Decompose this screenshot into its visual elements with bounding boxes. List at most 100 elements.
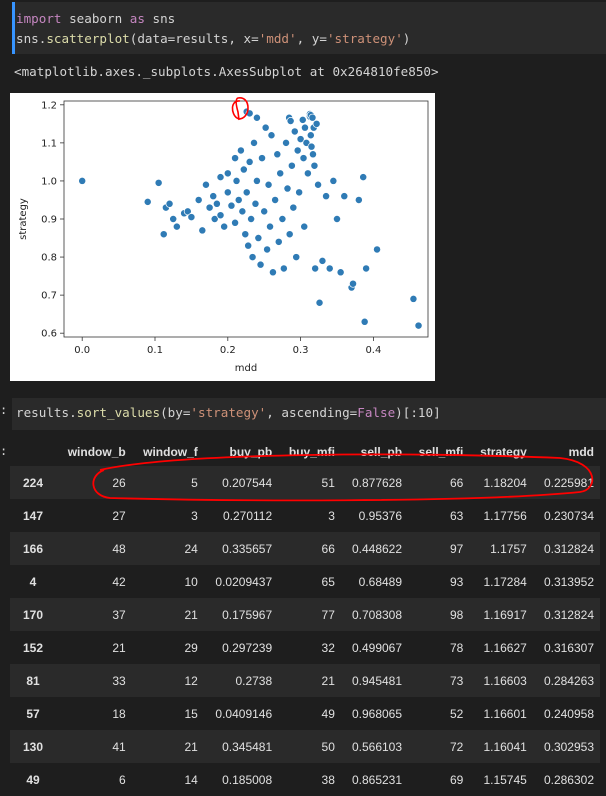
active-cell-indicator [12, 2, 15, 54]
scatter-point [198, 226, 207, 235]
scatter-point [271, 196, 280, 204]
table-cell: 66 [321, 541, 335, 556]
y-tick-label: 0.8 [41, 253, 57, 264]
scatter-point [333, 215, 341, 223]
code-line-scatterplot[interactable]: sns.scatterplot(data=results, x='mdd', y… [16, 29, 410, 49]
scatter-point [231, 154, 240, 163]
column-header: sell_pb [360, 445, 403, 459]
table-cell: 0.313952 [543, 574, 594, 589]
scatter-point [273, 150, 282, 159]
scatter-point [154, 178, 163, 187]
scatter-point [299, 154, 308, 163]
table-cell: 0.0409146 [215, 706, 273, 721]
code-line-import[interactable]: import seaborn as sns [16, 9, 175, 29]
code-line-sort-values[interactable]: results.sort_values(by='strategy', ascen… [16, 403, 441, 423]
table-cell: 32 [321, 640, 335, 655]
scatter-point [300, 222, 309, 231]
code-cell-1[interactable] [12, 2, 606, 54]
output-repr: <matplotlib.axes._subplots.AxesSubplot a… [14, 64, 439, 79]
code-token: = [349, 405, 358, 420]
code-token: = [251, 31, 259, 46]
scatter-point [325, 264, 334, 273]
table-cell: 0.207544 [222, 475, 273, 490]
scatter-point [169, 215, 178, 223]
scatter-point [306, 131, 315, 140]
scatter-point [159, 230, 168, 239]
table-cell: 0.284263 [543, 673, 594, 688]
scatter-point [292, 253, 301, 262]
scatter-point [276, 169, 285, 178]
table-cell: 0.2738 [235, 673, 273, 688]
index-header [10, 438, 56, 466]
scatter-point [274, 237, 283, 246]
table-row: 147 27 3 0.270112 3 0.95376 63 1.17756 0.230734 [10, 499, 600, 532]
x-tick-label: 0.1 [147, 345, 163, 356]
table-cell: 0.297239 [222, 640, 273, 655]
scatter-plot: 0.0 0.1 0.2 0.3 0.4 0.6 0.7 0.8 0.9 1.0 1.1 1.2 mdd s… [18, 100, 429, 374]
scatter-point [268, 268, 277, 277]
table-cell: 78 [450, 640, 464, 655]
table-cell: 24 [184, 541, 198, 556]
table-cell: 0.448622 [351, 541, 403, 556]
scatter-point [250, 138, 258, 147]
scatter-point [308, 113, 317, 122]
cell-gutter-marker: : [0, 403, 8, 417]
row-index: 170 [22, 607, 44, 622]
table-cell: 66 [450, 475, 464, 490]
table-cell: 26 [112, 475, 126, 490]
column-header: window_f [143, 445, 198, 459]
scatter-point [301, 123, 309, 132]
scatter-point [414, 321, 423, 330]
scatter-point [227, 201, 236, 210]
y-tick-label: 1.2 [41, 100, 57, 111]
scatter-point [210, 215, 219, 223]
scatter-point [309, 150, 317, 159]
row-index: 57 [26, 706, 40, 721]
table-cell: 5 [191, 475, 198, 490]
table-row: 130 41 21 0.345481 50 0.566103 72 1.16041 0.3029… [10, 730, 600, 763]
table-cell: 41 [112, 739, 126, 754]
table-cell: 21 [184, 739, 198, 754]
scatter-point [373, 245, 381, 254]
column-header: buy_mfi [288, 445, 335, 459]
scatter-point [236, 146, 245, 155]
scatter-point [187, 213, 196, 222]
scatter-point [254, 234, 263, 242]
scatter-point [289, 203, 298, 212]
table-cell: 27 [112, 508, 126, 523]
scatter-point [336, 268, 345, 277]
code-cell-2[interactable] [12, 398, 606, 430]
scatter-point [231, 218, 240, 227]
table-cell: 1.17284 [483, 574, 527, 589]
code-token: 'mdd' [258, 31, 297, 46]
scatter-point [285, 230, 294, 239]
scatter-point [220, 222, 229, 231]
table-cell: 0.175967 [222, 607, 273, 622]
scatter-point [247, 215, 256, 223]
code-token: , ascending [266, 405, 350, 420]
row-index: 152 [22, 640, 44, 655]
scatter-point [248, 253, 257, 262]
code-token: results. [16, 405, 77, 420]
table-cell: 0.0209437 [215, 574, 273, 589]
table-cell: 1.16917 [483, 607, 527, 622]
scatter-point [260, 207, 269, 216]
scatter-point [298, 115, 307, 124]
table-row: 166 48 24 0.335657 66 0.448622 97 1.1757 0.31282… [10, 532, 600, 565]
table-cell: 0.95376 [358, 508, 403, 523]
table-cell: 50 [321, 739, 335, 754]
table-cell: 0.286302 [543, 772, 594, 787]
row-index: 224 [22, 475, 44, 490]
scatter-point [205, 203, 214, 212]
column-header: mdd [568, 445, 594, 459]
scatter-point [194, 196, 203, 204]
table-cell: 72 [450, 739, 464, 754]
table-cell: 0.270112 [222, 508, 273, 523]
scatter-plot-output: 0.0 0.1 0.2 0.3 0.4 0.6 0.7 0.8 0.9 1.0 1.1 1.2 mdd s… [10, 93, 435, 381]
scatter-point [359, 173, 368, 182]
scatter-point [264, 180, 273, 189]
table-cell: 38 [321, 772, 335, 787]
table-cell: 0.865231 [351, 772, 403, 787]
table-cell: 0.230734 [543, 508, 594, 523]
scatter-point [282, 138, 290, 147]
